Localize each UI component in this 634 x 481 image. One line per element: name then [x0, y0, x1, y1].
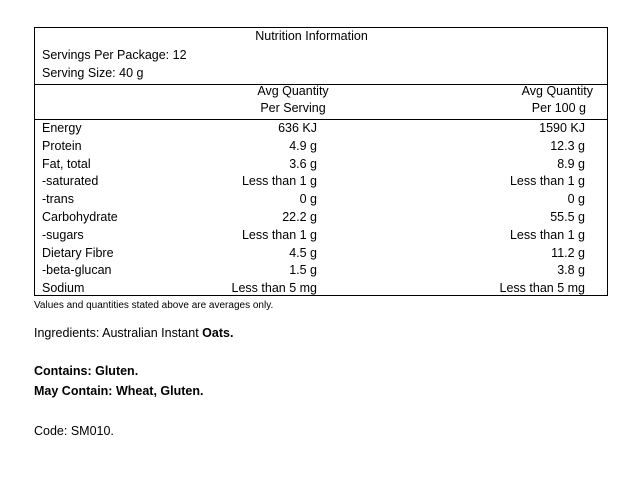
nutrient-label: Fat, total: [42, 156, 91, 171]
contains: Contains: Gluten.: [34, 364, 139, 378]
nutrition-panel: [34, 27, 608, 296]
per-100g-value: Less than 1 g: [509, 227, 585, 242]
nutrient-label: -beta-glucan: [42, 263, 112, 278]
per-serving-value: 1.5 g: [289, 263, 317, 278]
ingredients: Ingredients: Australian Instant Oats.: [34, 325, 233, 341]
table-row: Sodium Less than 5 mg Less than 5 mg: [34, 279, 608, 297]
per-100g-value: 12.3 g: [550, 138, 585, 153]
table-row: Energy 636 KJ 1590 KJ: [34, 119, 608, 137]
nutrient-label: -saturated: [42, 174, 99, 189]
per-serving-value: 3.6 g: [289, 156, 317, 171]
panel-title: Nutrition Information: [255, 29, 368, 43]
table-row: -saturated Less than 1 g Less than 1 g: [34, 172, 608, 190]
col1-header-line1: Avg Quantity: [257, 84, 329, 98]
per-serving-value: 636 KJ: [278, 121, 317, 135]
table-row: -trans 0 g 0 g: [34, 190, 608, 208]
servings-per-package: Servings Per Package: 12: [42, 48, 187, 62]
ingredients-text: Ingredients: Australian Instant: [34, 326, 203, 340]
table-row: -beta-glucan 1.5 g 3.8 g: [34, 261, 608, 279]
table-row: Carbohydrate 22.2 g 55.5 g: [34, 208, 608, 226]
nutrient-label: Dietary Fibre: [42, 245, 114, 260]
nutrient-label: Protein: [42, 138, 82, 153]
per-serving-value: Less than 5 mg: [231, 281, 317, 296]
per-100g-value: 8.9 g: [557, 156, 585, 171]
per-serving-value: 0 g: [299, 192, 317, 207]
table-row: -sugars Less than 1 g Less than 1 g: [34, 226, 608, 244]
per-100g-value: 55.5 g: [550, 210, 585, 224]
per-100g-value: 3.8 g: [557, 263, 585, 278]
per-serving-value: 4.5 g: [289, 245, 317, 260]
per-serving-value: Less than 1 g: [241, 227, 317, 242]
nutrient-label: Sodium: [42, 281, 85, 296]
table-row: Fat, total 3.6 g 8.9 g: [34, 155, 608, 173]
per-serving-value: Less than 1 g: [241, 174, 317, 189]
per-serving-value: 4.9 g: [289, 138, 317, 153]
col2-header-line2: Per 100 g: [531, 101, 586, 115]
per-100g-value: 0 g: [567, 192, 585, 207]
divider: [34, 84, 608, 85]
table-row: Dietary Fibre 4.5 g 11.2 g: [34, 244, 608, 262]
footnote: Values and quantities stated above are a…: [34, 300, 274, 311]
nutrient-label: -sugars: [42, 227, 84, 242]
serving-size: Serving Size: 40 g: [42, 66, 144, 80]
nutrient-label: -trans: [42, 192, 74, 207]
per-100g-value: 1590 KJ: [539, 121, 585, 135]
table-row: Protein 4.9 g 12.3 g: [34, 137, 608, 155]
may-contain: May Contain: Wheat, Gluten.: [34, 384, 204, 398]
divider: [34, 119, 608, 120]
product-code: Code: SM010.: [34, 424, 114, 438]
nutrient-label: Carbohydrate: [42, 210, 118, 224]
per-100g-value: Less than 1 g: [509, 174, 585, 189]
col1-header-line2: Per Serving: [260, 101, 326, 115]
per-100g-value: Less than 5 mg: [499, 281, 585, 296]
nutrient-label: Energy: [42, 121, 82, 135]
per-serving-value: 22.2 g: [282, 210, 317, 224]
per-100g-value: 11.2 g: [551, 245, 585, 260]
ingredients-bold: Oats.: [202, 326, 234, 340]
col2-header-line1: Avg Quantity: [521, 84, 593, 98]
